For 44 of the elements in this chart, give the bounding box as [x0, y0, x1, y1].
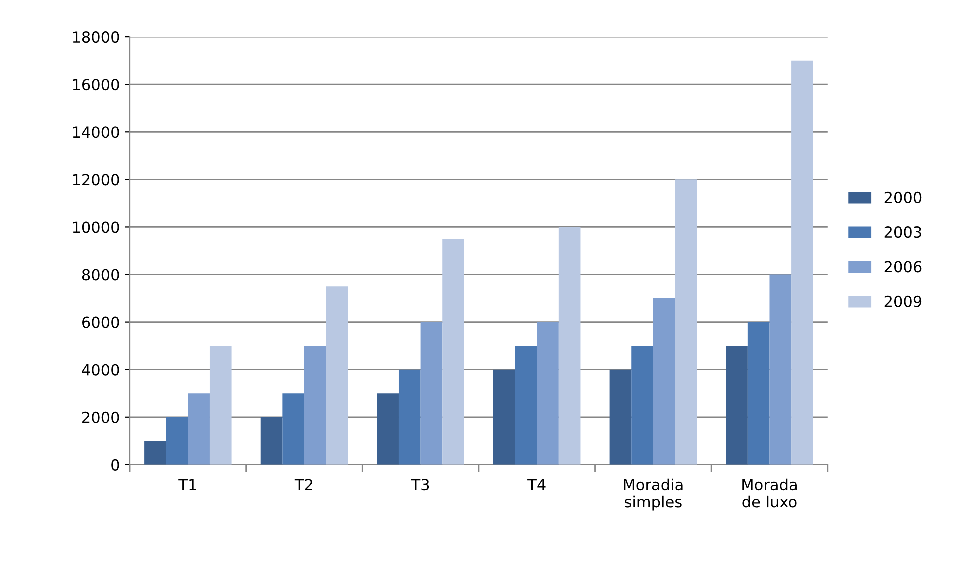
bar [493, 370, 516, 465]
legend-label: 2000 [884, 192, 922, 204]
y-tick-label: 18000 [73, 32, 120, 44]
bar [166, 417, 188, 465]
bar [304, 346, 326, 465]
y-tick-label: 2000 [82, 412, 120, 424]
bar [653, 298, 676, 465]
legend-label: 2009 [884, 296, 922, 308]
bar [770, 274, 792, 465]
bar [632, 346, 654, 465]
bar [377, 394, 399, 465]
bar [210, 346, 232, 465]
bar [610, 370, 632, 465]
x-tick-label: T3 [411, 479, 430, 491]
bar [442, 239, 464, 465]
bar [188, 394, 210, 465]
x-tick-label: Moradia simples [624, 478, 683, 511]
y-tick-label: 0 [112, 459, 120, 471]
x-tick-label: T4 [528, 479, 546, 490]
bar [398, 370, 421, 465]
bar [726, 346, 748, 465]
bar [515, 346, 538, 465]
bar [282, 394, 304, 465]
x-tick-label: T2 [294, 479, 312, 490]
y-tick-label: 6000 [82, 316, 120, 328]
bar [420, 322, 443, 465]
y-tick-label: 14000 [73, 126, 120, 138]
bar [558, 227, 581, 465]
y-tick-label: 10000 [73, 222, 120, 234]
legend-label: 2003 [884, 226, 922, 238]
bar [326, 286, 348, 465]
bar [675, 180, 698, 465]
y-tick-label: 8000 [82, 269, 120, 281]
y-tick-label: 12000 [73, 174, 120, 186]
bar [260, 417, 283, 465]
bar [748, 322, 770, 465]
y-tick-label: 16000 [73, 79, 120, 91]
legend-label: 2006 [884, 261, 922, 273]
y-tick-label: 4000 [82, 364, 120, 376]
bar [792, 60, 814, 465]
x-tick-label: T1 [178, 479, 196, 490]
bar [144, 441, 166, 465]
x-tick-label: Morada de luxo [742, 478, 797, 508]
bar [537, 322, 559, 465]
